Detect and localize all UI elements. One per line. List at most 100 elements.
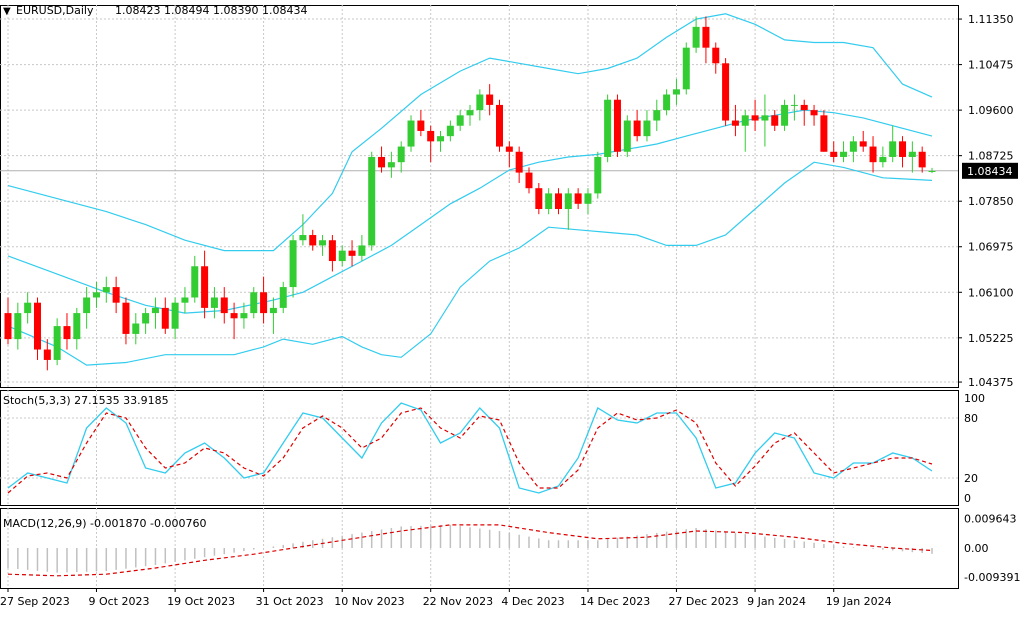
x-tick-label: 19 Oct 2023 xyxy=(167,595,235,608)
candle-body xyxy=(14,313,22,340)
candle-body xyxy=(387,162,395,168)
candle-body xyxy=(623,120,631,152)
candle-body xyxy=(151,307,159,314)
candle-body xyxy=(299,235,307,241)
y-tick-label: 1.07850 xyxy=(968,195,1014,208)
candle-body xyxy=(613,99,621,152)
axes: 27 Sep 2023 9 Oct 2023 19 Oct 2023 31 Oct 2… xyxy=(0,13,1020,608)
candle-body xyxy=(889,141,897,157)
candle-body xyxy=(201,266,209,308)
candle-body xyxy=(250,292,258,314)
candle-body xyxy=(633,120,641,137)
candle-body xyxy=(879,156,887,163)
candle-body xyxy=(849,141,857,152)
x-tick-label: 19 Jan 2024 xyxy=(826,595,892,608)
stoch-tick-label: 80 xyxy=(964,412,978,425)
candle-body xyxy=(309,235,317,246)
candle-body xyxy=(918,151,926,168)
price-panel xyxy=(0,13,958,371)
candle-body xyxy=(102,287,110,293)
y-tick-label: 1.09600 xyxy=(968,104,1014,117)
candle-body xyxy=(446,125,454,137)
candle-body xyxy=(220,297,228,314)
candle-body xyxy=(908,151,916,157)
candle-body xyxy=(869,146,877,163)
candle-body xyxy=(328,240,336,262)
candle-body xyxy=(899,141,907,157)
candle-body xyxy=(92,292,100,298)
candle-body xyxy=(731,120,739,126)
candle-body xyxy=(663,94,671,111)
bollinger-lower-band xyxy=(7,161,933,366)
candle-body xyxy=(368,156,376,246)
candle-body xyxy=(741,115,749,126)
ohlc-values: 1.08423 1.08494 1.08390 1.08434 xyxy=(115,4,307,17)
candle-body xyxy=(279,287,287,308)
candle-body xyxy=(486,94,494,105)
collapse-arrow-icon[interactable]: ▼ xyxy=(3,6,11,17)
y-tick-label: 1.04375 xyxy=(968,376,1014,389)
y-tick-label: 1.06975 xyxy=(968,241,1014,254)
candle-body xyxy=(761,115,769,121)
candle-body xyxy=(437,136,445,142)
current-price-label: 1.08434 xyxy=(967,165,1013,178)
candle-body xyxy=(594,156,602,194)
macd-tick-label: 0.00 xyxy=(964,542,989,555)
candle-body xyxy=(427,130,435,142)
panel-frame xyxy=(0,390,959,506)
candle-body xyxy=(771,115,779,126)
candle-body xyxy=(820,115,828,152)
candle-body xyxy=(210,297,218,308)
stoch-tick-label: 20 xyxy=(964,472,978,485)
stoch-tick-label: 0 xyxy=(964,492,971,505)
stoch-k-line xyxy=(7,402,933,494)
candle-body xyxy=(496,104,503,147)
x-tick-label: 31 Oct 2023 xyxy=(256,595,324,608)
candle-body xyxy=(132,323,140,334)
candle-body xyxy=(525,172,533,189)
x-tick-label: 14 Dec 2023 xyxy=(580,595,650,608)
candle-body xyxy=(348,250,356,256)
macd-signal-line xyxy=(7,524,933,577)
candle-body xyxy=(682,47,690,90)
candle-body xyxy=(63,326,71,340)
y-tick-label: 1.06100 xyxy=(968,286,1014,299)
x-tick-label: 10 Nov 2023 xyxy=(334,595,404,608)
candle-body xyxy=(161,307,169,329)
candle-body xyxy=(269,307,277,314)
candle-body xyxy=(476,94,484,111)
candle-body xyxy=(378,156,386,168)
candle-body xyxy=(142,313,150,324)
candle-body xyxy=(358,245,366,256)
candle-body xyxy=(397,146,405,163)
candle-body xyxy=(830,151,838,157)
candle-body xyxy=(417,120,425,131)
candle-body xyxy=(722,63,730,121)
stoch-label: Stoch(5,3,3) 27.1535 33.9185 xyxy=(3,394,169,407)
candle-body xyxy=(702,26,710,48)
candle-body xyxy=(24,302,32,314)
candle-body xyxy=(191,266,199,298)
candle-body xyxy=(466,110,474,116)
candle-body xyxy=(53,326,61,360)
candle-body xyxy=(928,171,936,173)
header: ▼ EURUSD,Daily 1.08423 1.08494 1.08390 1… xyxy=(3,4,307,17)
candle-body xyxy=(653,110,661,121)
candle-body xyxy=(407,120,415,147)
panel-frame xyxy=(0,508,959,589)
candle-body xyxy=(574,193,582,204)
candle-body xyxy=(712,47,720,64)
candle-body xyxy=(4,313,12,340)
candle-body xyxy=(338,250,346,262)
candle-body xyxy=(181,297,189,303)
candle-body xyxy=(751,115,759,121)
x-tick-label: 27 Sep 2023 xyxy=(0,595,70,608)
candle-body xyxy=(564,193,572,210)
candle-body xyxy=(515,151,523,173)
candle-body xyxy=(535,188,543,210)
macd-label: MACD(12,26,9) -0.001870 -0.000760 xyxy=(3,517,206,530)
candle-body xyxy=(505,146,513,152)
y-tick-label: 1.05225 xyxy=(968,332,1014,345)
panel-frame xyxy=(0,5,959,388)
